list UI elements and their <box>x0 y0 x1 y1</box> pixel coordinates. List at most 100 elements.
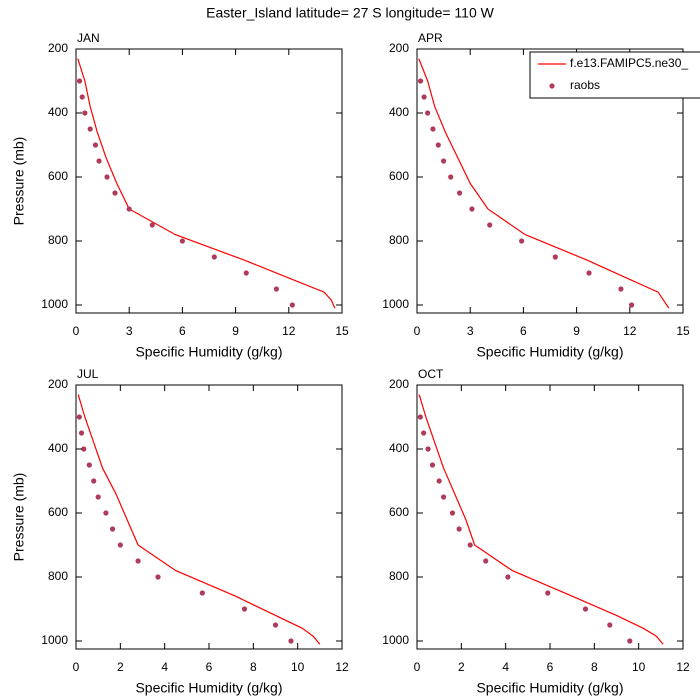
obs-marker <box>425 110 431 116</box>
plot-frame <box>416 48 684 314</box>
x-tick-label: 6 <box>547 660 554 674</box>
x-tick-label: 0 <box>73 660 80 674</box>
x-tick-label: 12 <box>282 324 296 338</box>
obs-marker <box>505 574 511 580</box>
obs-marker <box>448 174 454 180</box>
obs-marker <box>243 270 249 276</box>
x-tick-label: 10 <box>291 660 305 674</box>
obs-marker <box>76 78 83 84</box>
y-tick-label: 1000 <box>382 633 409 647</box>
obs-marker <box>76 414 82 420</box>
obs-marker <box>211 254 217 260</box>
obs-marker <box>104 174 110 180</box>
obs-marker <box>288 638 294 644</box>
x-tick-label: 15 <box>335 324 349 338</box>
obs-marker <box>519 238 525 244</box>
x-tick-label: 8 <box>591 660 598 674</box>
obs-marker <box>607 622 613 628</box>
y-tick-label: 400 <box>48 105 68 119</box>
obs-marker <box>95 494 101 500</box>
y-tick-label: 1000 <box>382 297 409 311</box>
x-axis-label: Specific Humidity (g/kg) <box>135 680 282 696</box>
obs-marker <box>487 222 493 228</box>
obs-marker <box>467 542 473 548</box>
obs-marker <box>87 126 93 132</box>
obs-marker <box>149 222 155 228</box>
legend-label: f.e13.FAMIPC5.ne30_ <box>570 56 688 70</box>
x-tick-label: 12 <box>623 324 637 338</box>
obs-marker <box>81 446 87 452</box>
y-tick-label: 800 <box>48 233 68 247</box>
panel-title: JAN <box>77 31 100 45</box>
obs-marker <box>109 526 116 532</box>
obs-marker <box>417 78 424 84</box>
obs-marker <box>92 142 99 148</box>
obs-marker <box>586 270 592 276</box>
obs-marker <box>483 558 489 564</box>
obs-marker <box>627 638 633 644</box>
y-tick-label: 800 <box>48 569 68 583</box>
obs-marker <box>112 190 118 196</box>
plot-frame <box>75 384 343 650</box>
obs-marker <box>289 302 295 308</box>
y-axis-label: Pressure (mb) <box>11 137 27 226</box>
obs-marker <box>582 606 589 612</box>
obs-marker <box>86 462 92 468</box>
obs-marker <box>430 126 436 132</box>
x-tick-label: 3 <box>126 324 133 338</box>
obs-marker <box>628 302 635 308</box>
model-line <box>418 394 664 645</box>
x-tick-label: 6 <box>206 660 213 674</box>
model-line <box>418 58 670 309</box>
x-tick-label: 12 <box>676 660 690 674</box>
x-tick-label: 0 <box>73 324 80 338</box>
y-tick-label: 200 <box>389 41 409 55</box>
x-axis-label: Specific Humidity (g/kg) <box>476 680 623 696</box>
x-axis-label: Specific Humidity (g/kg) <box>476 344 623 360</box>
panel-title: APR <box>418 31 443 45</box>
obs-marker <box>421 94 427 100</box>
y-tick-label: 1000 <box>41 297 68 311</box>
obs-marker <box>552 254 558 260</box>
x-tick-label: 4 <box>502 660 509 674</box>
obs-marker <box>429 462 436 468</box>
y-tick-label: 800 <box>389 569 409 583</box>
obs-marker <box>441 158 447 164</box>
model-line <box>77 58 336 309</box>
obs-marker <box>425 446 431 452</box>
obs-marker <box>91 478 97 484</box>
obs-marker <box>449 510 456 516</box>
panel-title: OCT <box>418 367 444 381</box>
legend-label: raobs <box>570 78 600 92</box>
x-tick-label: 6 <box>179 324 186 338</box>
obs-marker <box>241 606 248 612</box>
x-tick-label: 2 <box>458 660 465 674</box>
y-tick-label: 600 <box>389 169 409 183</box>
y-tick-label: 400 <box>389 441 409 455</box>
x-tick-label: 8 <box>250 660 257 674</box>
y-tick-label: 200 <box>389 377 409 391</box>
obs-marker <box>456 526 462 532</box>
obs-marker <box>155 574 161 580</box>
page-title: Easter_Island latitude= 27 S longitude= … <box>206 5 494 21</box>
x-tick-label: 2 <box>117 660 124 674</box>
model-line <box>77 394 321 645</box>
y-tick-label: 800 <box>389 233 409 247</box>
y-axis-label: Pressure (mb) <box>11 473 27 562</box>
obs-marker <box>441 494 447 500</box>
obs-marker <box>417 414 423 420</box>
obs-marker <box>96 158 102 164</box>
obs-marker <box>103 510 109 516</box>
obs-marker <box>117 542 123 548</box>
obs-marker <box>435 142 441 148</box>
panel-title: JUL <box>77 367 99 381</box>
obs-marker <box>126 206 132 212</box>
x-tick-label: 4 <box>161 660 168 674</box>
x-tick-label: 9 <box>573 324 580 338</box>
y-tick-label: 400 <box>389 105 409 119</box>
obs-marker <box>469 206 475 212</box>
y-tick-label: 400 <box>48 441 68 455</box>
obs-marker <box>135 558 141 564</box>
obs-marker <box>456 190 463 196</box>
